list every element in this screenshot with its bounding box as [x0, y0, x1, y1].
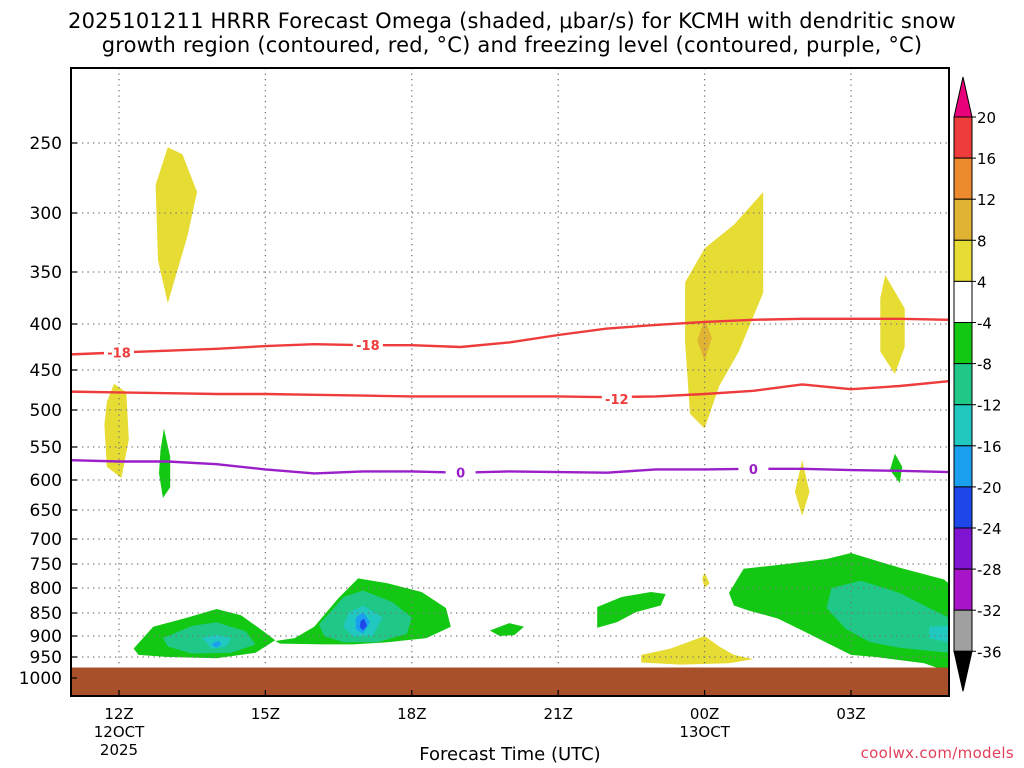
omega-region-8 — [159, 428, 171, 498]
y-tick-label-750: 750 — [30, 555, 62, 575]
colorbar-label-5: -4 — [977, 315, 992, 333]
y-tick-label-350: 350 — [30, 263, 62, 283]
colorbar-swatch-11 — [953, 568, 973, 611]
omega-region-13 — [211, 641, 222, 648]
colorbar-swatch-4 — [953, 280, 973, 323]
omega-region-5 — [794, 460, 810, 516]
omega-region-23 — [929, 625, 949, 643]
x-axis-label: Forecast Time (UTC) — [419, 744, 601, 765]
omega-region-3 — [697, 318, 712, 361]
colorbar-swatch-2 — [953, 198, 973, 241]
contour-line--18 — [71, 317, 949, 356]
colorbar-swatch-12 — [953, 609, 973, 652]
omega-region-19 — [489, 623, 524, 636]
omega-region-22 — [826, 580, 949, 653]
contour-label-bg--18-1 — [352, 337, 383, 353]
contour-label-bg--12-0 — [601, 390, 632, 406]
omega-region-1 — [104, 383, 129, 478]
x-tick-sublabel-12Z-1: 2025 — [100, 741, 138, 759]
omega-region-0 — [155, 147, 198, 304]
colorbar-label-11: -28 — [977, 561, 1002, 579]
colorbar-label-8: -16 — [977, 438, 1002, 456]
y-tick-label-300: 300 — [30, 204, 62, 224]
omega-region-18 — [359, 618, 367, 631]
contour-label-0-1: 0 — [749, 463, 758, 478]
colorbar-bottom-arrow — [953, 650, 973, 692]
colorbar-label-10: -24 — [977, 520, 1002, 538]
colorbar-label-4: 4 — [977, 273, 987, 291]
x-tick-sublabel-12Z-0: 12OCT — [94, 723, 145, 741]
y-tick-label-500: 500 — [30, 401, 62, 421]
colorbar-label-9: -20 — [977, 479, 1002, 497]
colorbar-swatch-10 — [953, 527, 973, 570]
contour-label--12-0: -12 — [605, 393, 629, 408]
colorbar-swatch-0 — [953, 116, 973, 159]
chart-title-line-2: growth region (contoured, red, °C) and f… — [101, 33, 923, 57]
credit-link[interactable]: coolwx.com/models — [860, 744, 1014, 762]
colorbar-label-3: 8 — [977, 232, 987, 250]
y-tick-label-250: 250 — [30, 134, 62, 154]
dotted-grid — [71, 68, 949, 696]
chart-title-line-1: 2025101211 HRRR Forecast Omega (shaded, … — [68, 9, 956, 33]
x-tick-label-15Z: 15Z — [251, 705, 280, 723]
y-tick-label-850: 850 — [30, 604, 62, 624]
contour-label-bg-0-0 — [445, 464, 476, 480]
x-tick-sublabel-00Z-0: 13OCT — [679, 723, 730, 741]
y-tick-label-1000: 1000 — [19, 669, 62, 689]
contour-label--18-0: -18 — [107, 347, 131, 362]
colorbar-label-0: 20 — [977, 109, 996, 127]
colorbar-label-6: -8 — [977, 356, 992, 374]
x-tick-label-03Z: 03Z — [836, 705, 865, 723]
colorbar-swatch-3 — [953, 239, 973, 282]
contour-line-0 — [71, 459, 949, 475]
ground-below-surface — [71, 667, 949, 696]
y-tick-label-400: 400 — [30, 315, 62, 335]
colorbar-swatch-1 — [953, 157, 973, 200]
omega-region-4 — [880, 275, 905, 374]
x-tick-label-00Z: 00Z — [690, 705, 719, 723]
omega-region-7 — [641, 636, 754, 665]
omega-shaded-regions — [104, 147, 949, 672]
plot-frame — [70, 67, 950, 697]
omega-region-20 — [597, 592, 666, 628]
y-tick-label-450: 450 — [30, 361, 62, 381]
omega-colorbar: 20 16 12 8 4 -4 -8 -12 -16 -20 -24 -28 -32 -36 — [953, 76, 1002, 692]
x-tick-label-12Z: 12Z — [104, 705, 133, 723]
contour-line--12 — [71, 380, 949, 399]
colorbar-swatch-8 — [953, 445, 973, 488]
y-tick-label-550: 550 — [30, 438, 62, 458]
y-tick-label-950: 950 — [30, 648, 62, 668]
x-tick-label-18Z: 18Z — [397, 705, 426, 723]
omega-region-9 — [890, 453, 903, 483]
y-tick-label-600: 600 — [30, 471, 62, 491]
colorbar-swatch-6 — [953, 363, 973, 406]
colorbar-label-7: -12 — [977, 397, 1002, 415]
temperature-contours: -18 -18 -12 0 0 — [71, 317, 949, 482]
contour-label--18-1: -18 — [356, 339, 380, 354]
colorbar-label-2: 12 — [977, 191, 996, 209]
ground-layer — [71, 667, 949, 696]
contour-label-0-0: 0 — [456, 467, 465, 482]
colorbar-swatch-5 — [953, 322, 973, 365]
colorbar-label-13: -36 — [977, 643, 1002, 661]
colorbar-swatch-9 — [953, 486, 973, 529]
x-tick-label-21Z: 21Z — [544, 705, 573, 723]
y-tick-label-700: 700 — [30, 530, 62, 550]
colorbar-label-12: -32 — [977, 602, 1002, 620]
pressure-axis: 250 300 350 400 450 500 550 600 650 700 750 800 850 9… — [19, 134, 77, 689]
colorbar-label-1: 16 — [977, 150, 996, 168]
contour-label-bg--18-0 — [104, 344, 134, 360]
y-tick-label-900: 900 — [30, 627, 62, 647]
omega-region-6 — [702, 572, 710, 588]
y-tick-label-800: 800 — [30, 579, 62, 599]
y-tick-label-650: 650 — [30, 501, 62, 521]
contour-label-bg-0-1 — [738, 460, 769, 476]
colorbar-top-arrow — [953, 76, 973, 118]
colorbar-swatch-7 — [953, 404, 973, 447]
omega-region-12 — [202, 634, 232, 649]
